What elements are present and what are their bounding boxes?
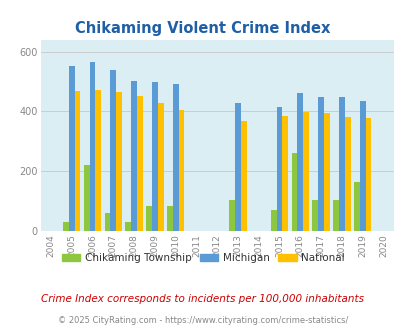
Bar bbox=[297, 93, 303, 231]
Bar bbox=[333, 200, 338, 231]
Bar bbox=[136, 95, 143, 231]
Bar bbox=[172, 84, 178, 231]
Bar bbox=[131, 82, 136, 231]
Bar bbox=[63, 222, 69, 231]
Bar bbox=[90, 62, 95, 231]
Bar bbox=[364, 118, 371, 231]
Bar bbox=[95, 90, 101, 231]
Bar bbox=[178, 110, 184, 231]
Text: © 2025 CityRating.com - https://www.cityrating.com/crime-statistics/: © 2025 CityRating.com - https://www.city… bbox=[58, 316, 347, 325]
Bar bbox=[158, 103, 163, 231]
Bar bbox=[229, 200, 234, 231]
Bar bbox=[104, 213, 110, 231]
Bar bbox=[240, 121, 246, 231]
Bar bbox=[344, 117, 350, 231]
Bar bbox=[353, 182, 359, 231]
Bar bbox=[166, 206, 172, 231]
Bar bbox=[303, 112, 308, 231]
Bar bbox=[69, 66, 75, 231]
Bar bbox=[318, 97, 323, 231]
Bar bbox=[270, 210, 276, 231]
Bar bbox=[359, 101, 364, 231]
Bar bbox=[276, 107, 282, 231]
Text: Crime Index corresponds to incidents per 100,000 inhabitants: Crime Index corresponds to incidents per… bbox=[41, 294, 364, 304]
Bar bbox=[323, 113, 329, 231]
Text: Chikaming Violent Crime Index: Chikaming Violent Crime Index bbox=[75, 21, 330, 36]
Bar bbox=[110, 70, 116, 231]
Bar bbox=[83, 165, 90, 231]
Bar bbox=[338, 97, 344, 231]
Bar bbox=[291, 153, 297, 231]
Bar bbox=[311, 200, 318, 231]
Bar bbox=[151, 82, 158, 231]
Bar bbox=[234, 103, 240, 231]
Bar bbox=[146, 206, 151, 231]
Bar bbox=[75, 91, 80, 231]
Bar bbox=[282, 116, 288, 231]
Legend: Chikaming Township, Michigan, National: Chikaming Township, Michigan, National bbox=[58, 249, 347, 267]
Bar bbox=[125, 222, 131, 231]
Bar bbox=[116, 92, 122, 231]
